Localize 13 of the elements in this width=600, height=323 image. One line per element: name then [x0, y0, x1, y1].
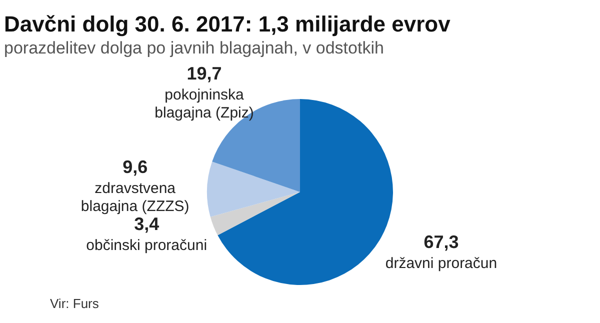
pie-slice: [207, 162, 300, 217]
data-label: 19,7: [186, 63, 222, 84]
data-label: 67,3: [424, 232, 459, 252]
data-label: 3,4: [134, 214, 160, 234]
slice-label: državni proračun: [385, 255, 498, 272]
pie-slice: [210, 192, 300, 236]
slice-label: občinski proračuni: [86, 237, 208, 254]
chart-subtitle: porazdelitev dolga po javnih blagajnah, v odstotkih: [4, 38, 384, 58]
data-label: 9,6: [122, 157, 148, 178]
slice-label: pokojninska blagajna (Zpiz): [154, 86, 254, 122]
chart-title: Davčni dolg 30. 6. 2017: 1,3 milijarde evrov: [4, 11, 452, 36]
slice-label: zdravstvena blagajna (ZZZS): [80, 180, 190, 216]
text: Vir: Furs: [50, 296, 99, 311]
